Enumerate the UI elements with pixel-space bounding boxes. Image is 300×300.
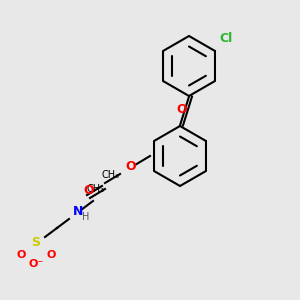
Text: O: O: [83, 184, 94, 197]
Text: O: O: [176, 103, 187, 116]
Text: Cl: Cl: [220, 32, 233, 46]
Text: H: H: [82, 212, 89, 223]
Text: S: S: [32, 236, 40, 250]
Text: O: O: [46, 250, 56, 260]
Text: O⁻: O⁻: [28, 259, 44, 269]
Text: O: O: [16, 250, 26, 260]
Text: N: N: [73, 205, 83, 218]
Text: O: O: [125, 160, 136, 173]
Text: CH₃: CH₃: [87, 184, 105, 194]
Text: CH₃: CH₃: [102, 170, 120, 181]
